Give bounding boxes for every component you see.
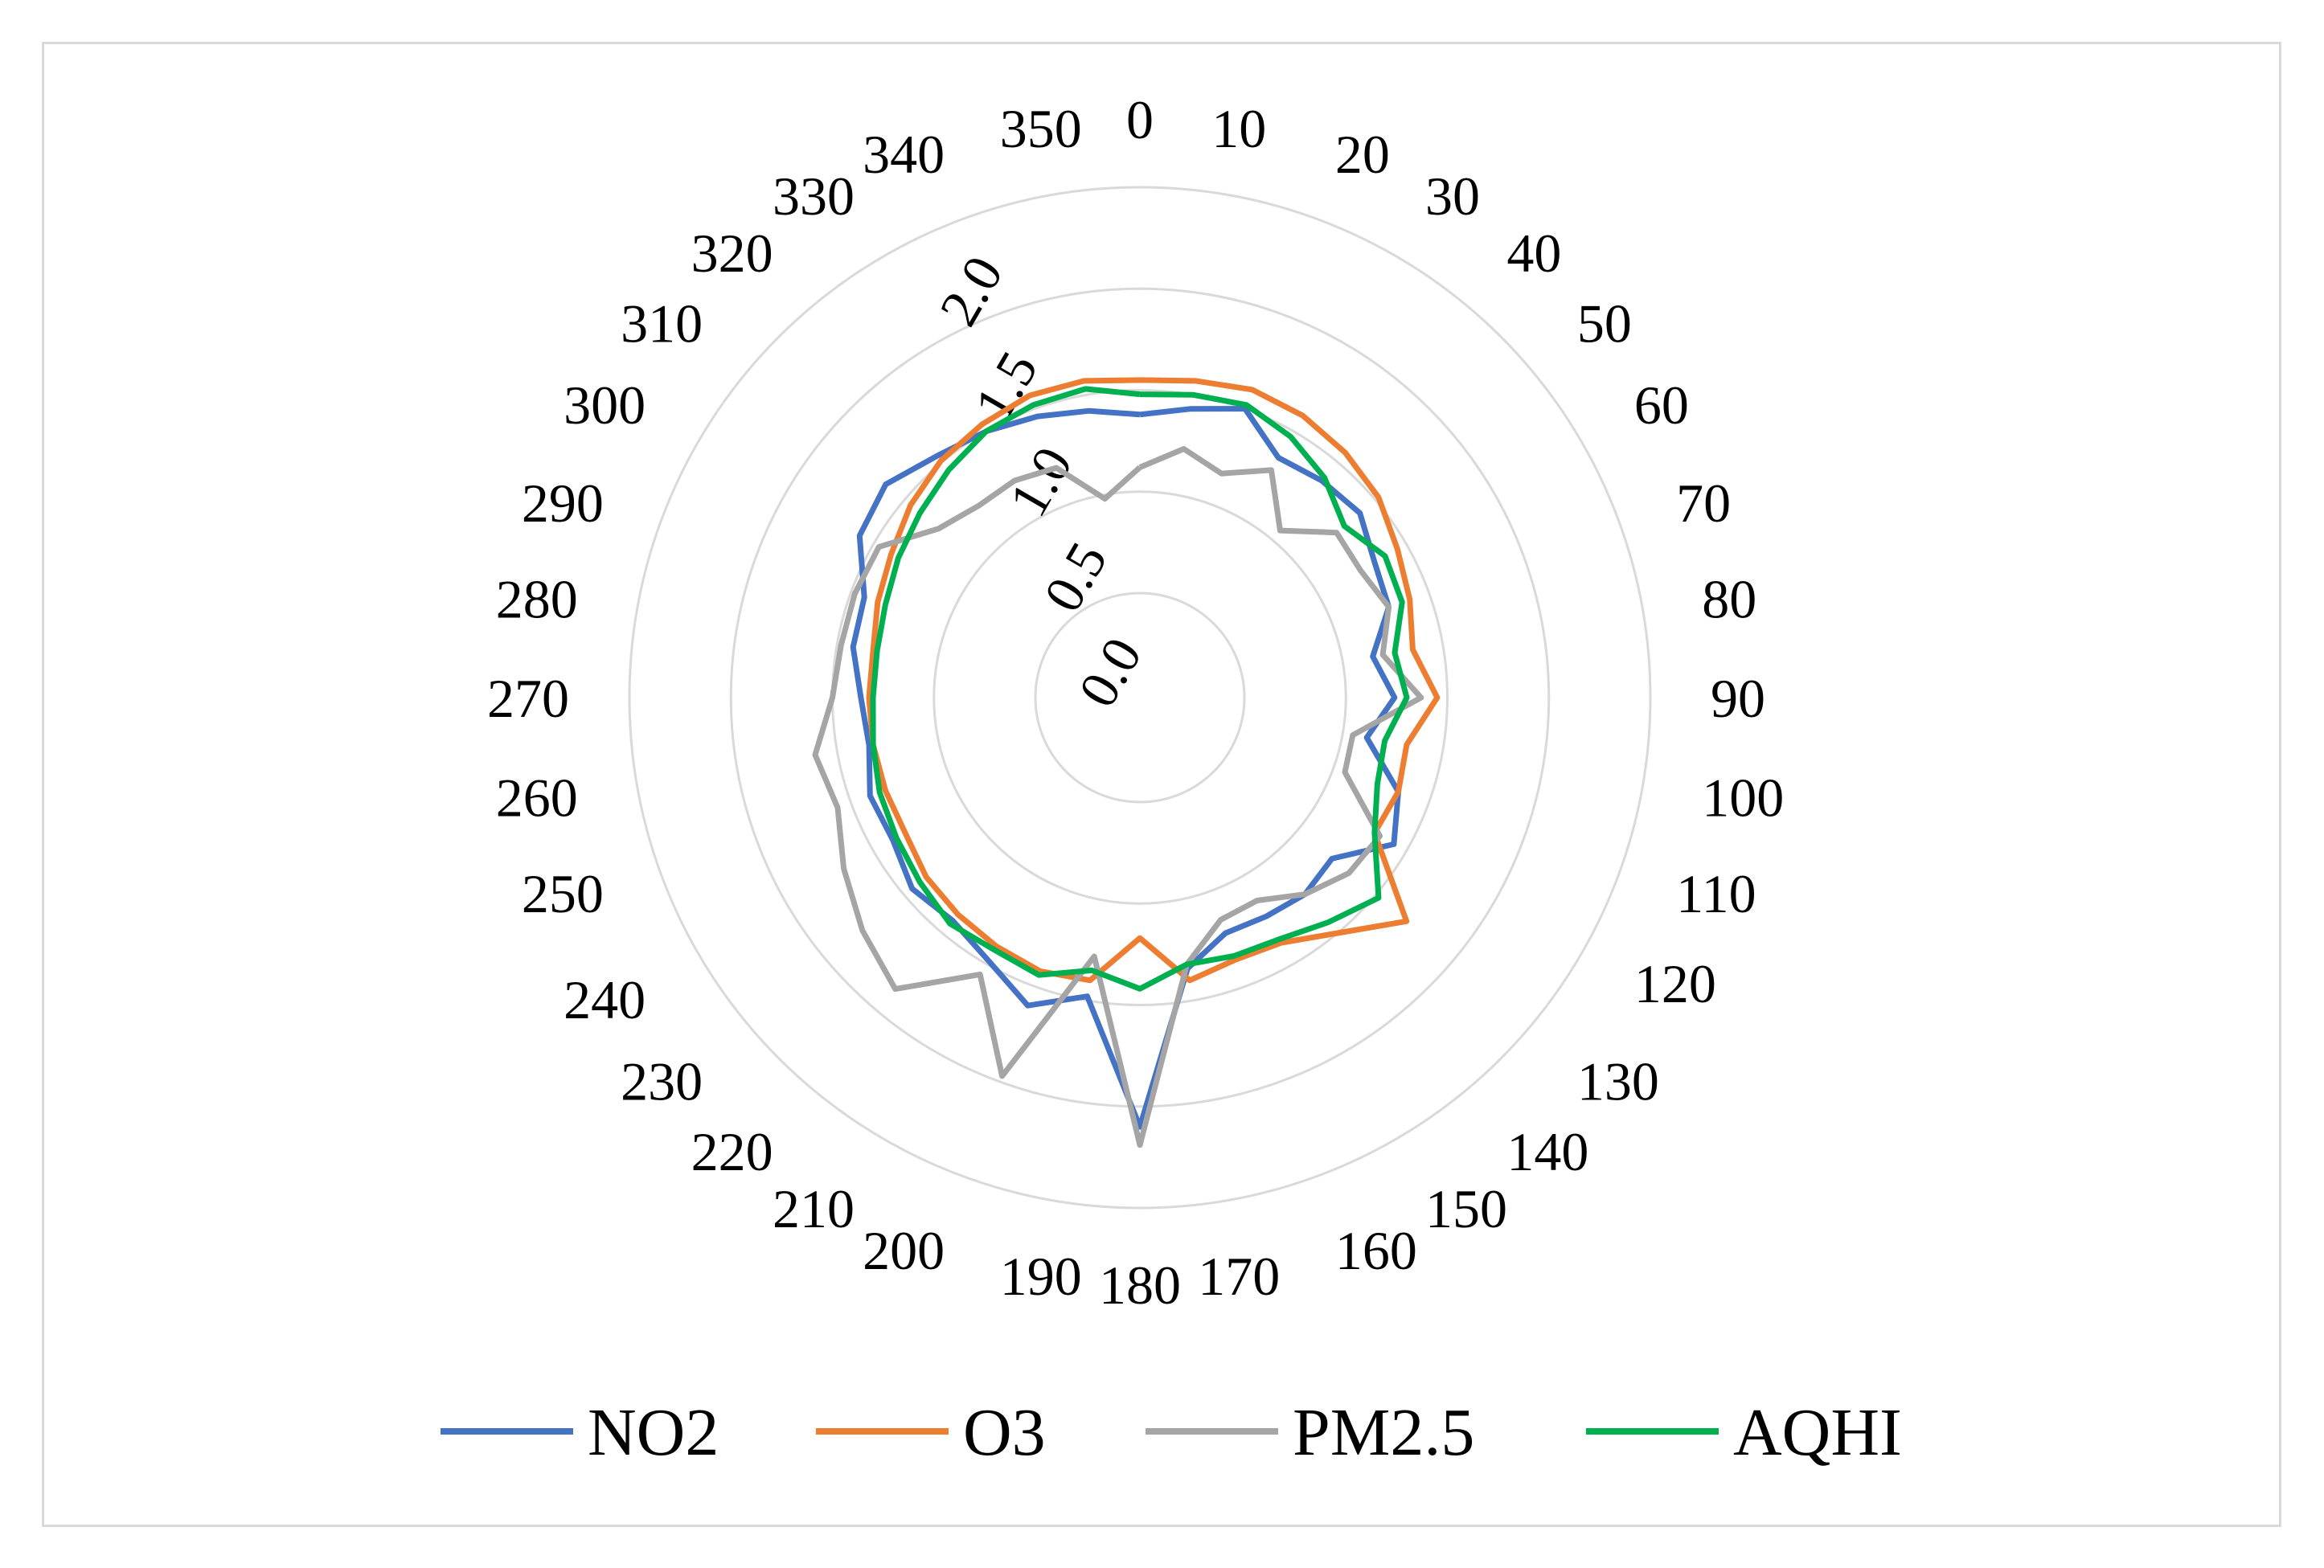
angle-label-100: 100: [1702, 767, 1784, 828]
angle-label-230: 230: [621, 1050, 703, 1112]
radial-grid: [628, 186, 1652, 1210]
grid-ring-3: [729, 287, 1551, 1108]
angle-label-180: 180: [1099, 1255, 1181, 1316]
angle-label-40: 40: [1506, 223, 1561, 284]
radial-tick-label-0: 0.0: [1067, 628, 1154, 718]
angle-label-250: 250: [522, 863, 604, 924]
radial-axis-labels: 0.00.51.01.52.0: [928, 246, 1154, 717]
series-line-o3: [866, 377, 1441, 984]
series-lines: [812, 377, 1441, 1148]
legend: NO2 O3 PM2.5 AQHI: [441, 1395, 1902, 1470]
angle-label-110: 110: [1676, 863, 1756, 924]
angle-label-320: 320: [691, 223, 773, 284]
angle-label-200: 200: [863, 1220, 945, 1281]
angle-label-90: 90: [1711, 668, 1765, 729]
angle-label-130: 130: [1577, 1050, 1659, 1112]
angle-label-280: 280: [496, 569, 578, 630]
angle-label-310: 310: [621, 293, 703, 354]
grid-ring-1: [932, 490, 1347, 905]
grid-ring-0: [1034, 592, 1246, 804]
legend-label-o3: O3: [963, 1395, 1046, 1470]
series-line-pm2-5: [812, 446, 1424, 1148]
legend-label-aqhi: AQHI: [1733, 1395, 1902, 1470]
angle-label-290: 290: [522, 473, 604, 534]
angle-label-80: 80: [1702, 569, 1756, 630]
angle-label-260: 260: [496, 767, 578, 828]
angle-label-70: 70: [1676, 473, 1731, 534]
angle-label-240: 240: [564, 969, 646, 1030]
grid-ring-4: [628, 186, 1652, 1210]
angle-label-10: 10: [1211, 98, 1266, 159]
angle-label-270: 270: [487, 668, 569, 729]
angle-label-120: 120: [1634, 953, 1716, 1014]
legend-label-pm2-5: PM2.5: [1293, 1395, 1474, 1470]
angle-label-30: 30: [1425, 166, 1480, 227]
angle-label-300: 300: [564, 375, 646, 436]
angle-label-50: 50: [1577, 293, 1632, 354]
angle-label-220: 220: [691, 1121, 773, 1182]
series-line-aqhi: [870, 386, 1410, 992]
angle-label-150: 150: [1425, 1178, 1507, 1239]
angle-label-190: 190: [1000, 1246, 1082, 1307]
legend-label-no2: NO2: [588, 1395, 719, 1470]
chart-frame: 0.0 0.5 1.0 1.5 2.0 0 10 20 30 40 50 60 70 80 90 100 11…: [42, 42, 2281, 1527]
angle-label-340: 340: [863, 124, 945, 185]
angle-label-0: 0: [1126, 89, 1154, 150]
angle-label-60: 60: [1634, 375, 1689, 436]
angle-label-170: 170: [1198, 1246, 1280, 1307]
angle-label-160: 160: [1335, 1220, 1417, 1281]
angle-label-210: 210: [773, 1178, 855, 1239]
angle-label-140: 140: [1506, 1121, 1588, 1182]
series-line-no2: [850, 406, 1401, 1130]
radial-tick-label-4: 2.0: [928, 246, 1014, 336]
angle-label-330: 330: [773, 166, 855, 227]
angle-label-350: 350: [1000, 98, 1082, 159]
angle-label-20: 20: [1335, 124, 1390, 185]
radial-tick-label-1: 0.5: [1031, 532, 1118, 622]
